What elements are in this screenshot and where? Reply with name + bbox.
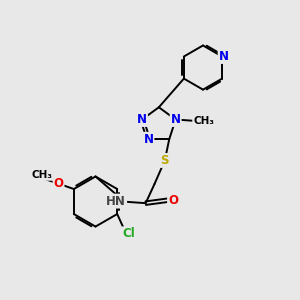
Text: S: S <box>160 154 169 167</box>
Text: Cl: Cl <box>123 227 135 240</box>
Text: N: N <box>137 113 147 126</box>
Text: O: O <box>168 194 178 207</box>
Text: CH₃: CH₃ <box>31 170 52 180</box>
Text: N: N <box>143 133 153 146</box>
Text: N: N <box>219 50 229 63</box>
Text: N: N <box>171 113 181 126</box>
Text: O: O <box>53 177 64 190</box>
Text: CH₃: CH₃ <box>193 116 214 126</box>
Text: HN: HN <box>106 195 126 208</box>
